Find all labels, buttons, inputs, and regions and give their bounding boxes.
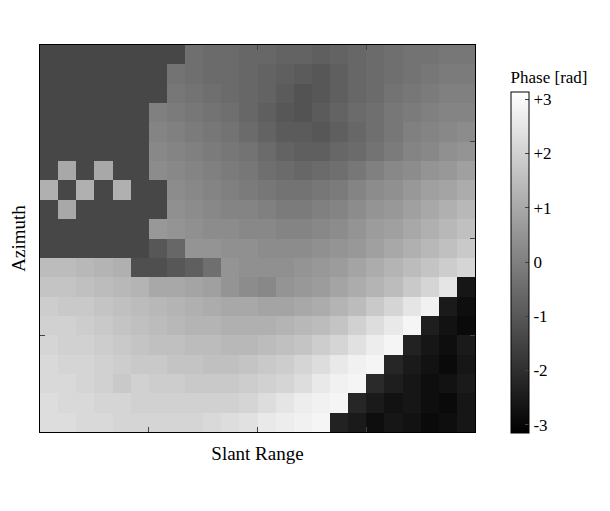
svg-text:+1: +1 (533, 199, 551, 218)
svg-text:Phase [rad]: Phase [rad] (511, 68, 588, 87)
svg-text:-2: -2 (533, 361, 547, 380)
svg-text:-3: -3 (533, 416, 547, 435)
svg-text:Azimuth: Azimuth (8, 205, 29, 272)
svg-text:+3: +3 (533, 90, 551, 109)
svg-text:+2: +2 (533, 144, 551, 163)
svg-text:0: 0 (533, 253, 542, 272)
svg-text:-1: -1 (533, 307, 547, 326)
svg-text:Slant Range: Slant Range (211, 443, 303, 464)
